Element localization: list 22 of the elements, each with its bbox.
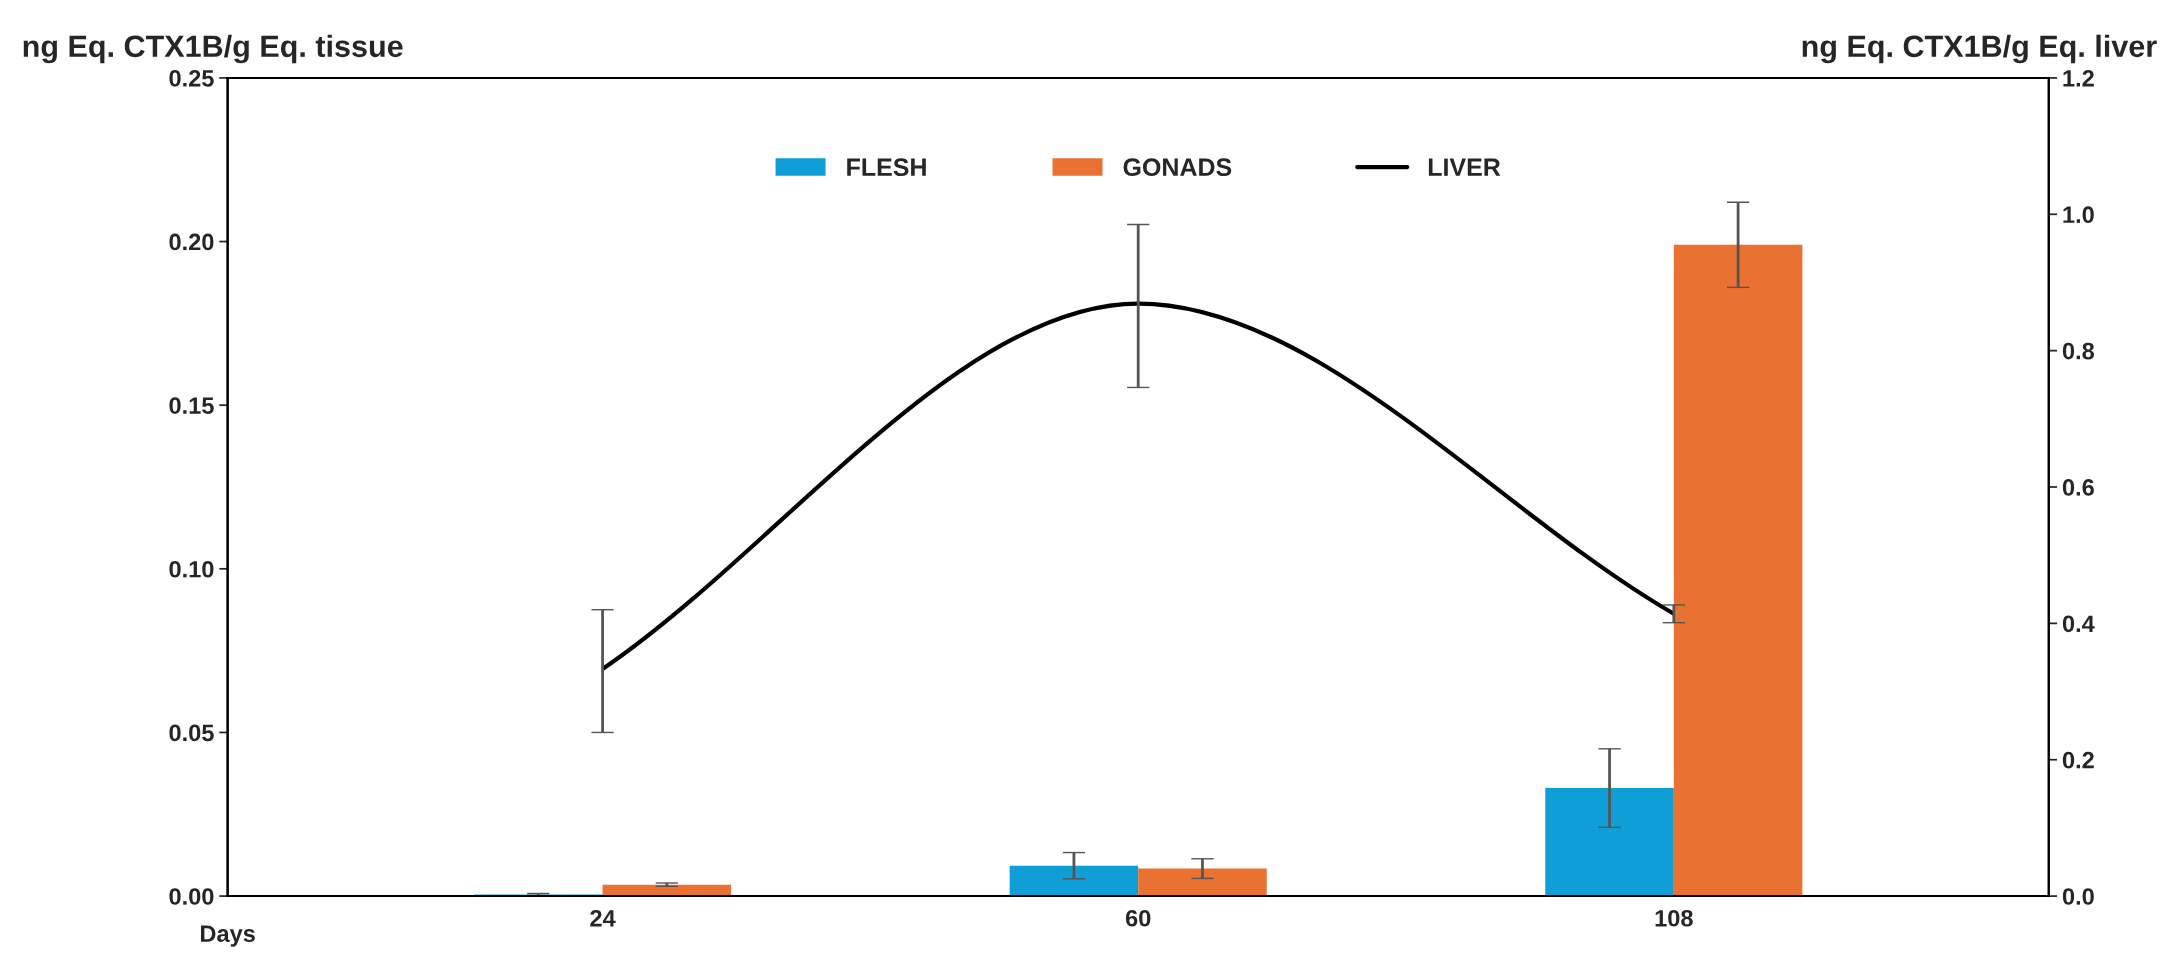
- y-tick-label: 0.20: [169, 233, 214, 251]
- legend-label: LIVER: [1428, 158, 1501, 176]
- y2-tick-label: 1.2: [2063, 69, 2094, 87]
- y-tick-label: 0.15: [169, 397, 214, 414]
- legend-label: FLESH: [847, 158, 926, 177]
- x-tick-label: 60: [1125, 909, 1151, 927]
- y-tick-label: 0.00: [169, 888, 214, 905]
- x-axis-title: Days: [201, 925, 255, 947]
- y2-tick-label: 0.4: [2062, 615, 2095, 633]
- y-axis-title: ng Eq. CTX1B/g Eq. tissue: [23, 34, 403, 64]
- y-tick-label: 0.10: [169, 560, 214, 578]
- y-tick-label: 0.25: [169, 69, 214, 87]
- x-tick-label: 108: [1655, 909, 1693, 927]
- y2-tick-label: 0.6: [2062, 479, 2094, 496]
- y2-tick-label: 0.2: [2062, 751, 2094, 769]
- y2-tick-label: 1.0: [2063, 206, 2094, 224]
- y2-tick-label: 0.8: [2062, 342, 2095, 360]
- y2-axis-title: ng Eq. CTX1B/g Eq. liver: [1802, 34, 2157, 64]
- y-tick-label: 0.05: [169, 724, 214, 742]
- x-tick-label: 24: [590, 909, 616, 927]
- y2-tick-label: 0.0: [2062, 888, 2094, 905]
- legend-label: GONADS: [1123, 158, 1232, 177]
